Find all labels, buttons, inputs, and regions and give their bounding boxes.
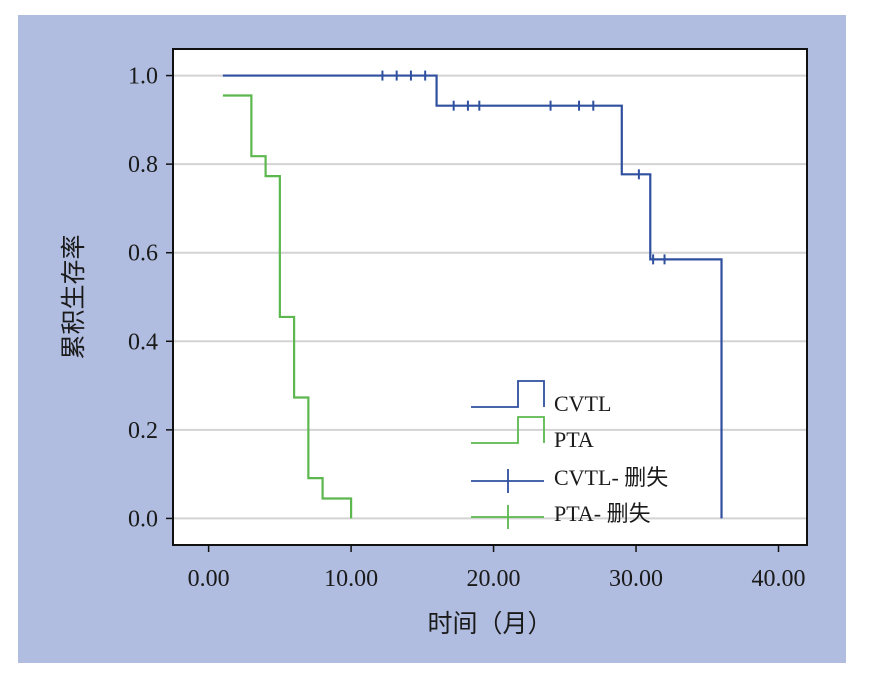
y-axis-label: 累积生存率 — [60, 234, 88, 359]
x-tick-label: 0.00 — [188, 566, 230, 592]
x-tick-label: 30.00 — [609, 566, 663, 592]
legend-item-3: CVTL- 删失 — [471, 465, 668, 493]
y-tick-label: 1.0 — [128, 64, 158, 90]
legend-item-4: PTA- 删失 — [471, 501, 651, 529]
legend-step-swatch — [471, 416, 545, 444]
y-tick-label: 0.2 — [128, 418, 158, 444]
series-line-pta — [222, 94, 353, 519]
x-axis-label: 时间（月） — [427, 610, 552, 638]
series-layer — [222, 70, 723, 519]
legend-label: CVTL- 删失 — [554, 465, 668, 490]
y-tick-label: 0.8 — [128, 152, 158, 178]
x-tick-label: 20.00 — [467, 566, 521, 592]
x-tick-label: 10.00 — [324, 566, 378, 592]
x-axis: 0.00 10.00 20.00 30.00 40.00 — [188, 545, 806, 592]
plot-frame — [172, 48, 808, 546]
legend-label: PTA- 删失 — [554, 501, 651, 526]
x-tick-label: 40.00 — [752, 566, 806, 592]
legend-item-1: CVTL — [471, 380, 611, 416]
chart-panel: 0.00 10.00 20.00 30.00 40.00 0.0 0.2 0.4 0.6 0.8… — [18, 15, 846, 663]
series-line-cvtl — [222, 74, 723, 519]
legend-label: CVTL — [554, 391, 611, 416]
legend: CVTL PTA CVTL- 删失 PTA- 删失 — [471, 380, 668, 529]
legend-item-2: PTA — [471, 416, 594, 452]
survival-chart: 0.00 10.00 20.00 30.00 40.00 0.0 0.2 0.4 0.6 0.8… — [18, 15, 846, 663]
y-tick-label: 0.4 — [128, 329, 158, 355]
legend-step-swatch — [471, 380, 545, 408]
y-tick-label: 0.6 — [128, 241, 158, 267]
y-tick-label: 0.0 — [128, 506, 158, 532]
y-axis: 0.0 0.2 0.4 0.6 0.8 1.0 — [128, 64, 173, 532]
grid-lines — [173, 74, 807, 520]
plot-area — [173, 49, 807, 545]
legend-label: PTA — [554, 427, 594, 452]
